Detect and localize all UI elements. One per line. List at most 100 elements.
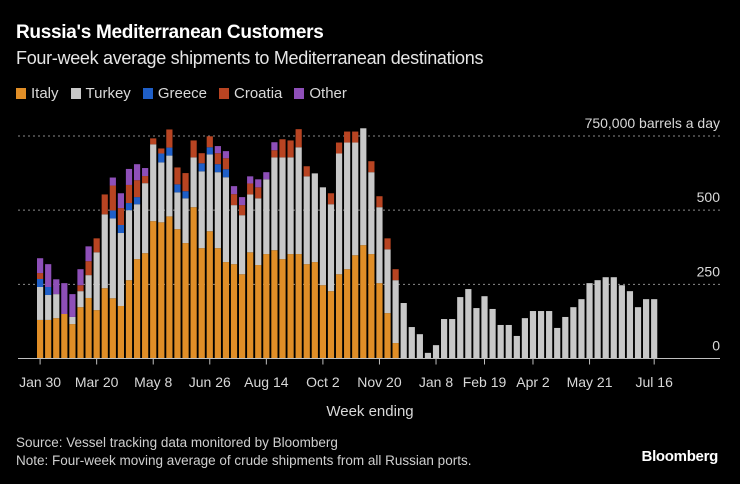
x-tick-label: May 8: [134, 374, 172, 390]
bar-segment-greece: [206, 147, 213, 155]
y-tick-label: 750,000 barrels a day: [585, 115, 720, 131]
bar-segment-turkey: [352, 142, 359, 256]
bar-segment-turkey: [360, 128, 367, 246]
bar-segment-croatia: [158, 148, 165, 154]
legend-swatch: [219, 88, 230, 99]
bar-segment-turkey: [150, 144, 157, 222]
bar-segment-italy: [247, 252, 254, 359]
bar-segment-italy: [190, 207, 197, 359]
bar-segment-turkey: [594, 280, 601, 359]
bar-segment-italy: [263, 254, 270, 359]
bar-segment-turkey: [230, 205, 238, 265]
bar-segment-italy: [360, 245, 367, 359]
bar-segment-italy: [198, 248, 205, 359]
bar-segment-croatia: [85, 261, 92, 276]
bar-segment-italy: [279, 259, 286, 359]
bar-segment-other: [61, 283, 68, 314]
bar-segment-turkey: [53, 294, 60, 319]
bar-segment-turkey: [158, 162, 165, 223]
bar-segment-turkey: [133, 204, 141, 260]
bar-segment-other: [255, 179, 262, 188]
bar-segment-other: [109, 177, 116, 186]
x-tick-label: May 21: [567, 374, 613, 390]
bar-segment-croatia: [376, 196, 383, 208]
bar-segment-italy: [125, 280, 133, 359]
bar-segment-croatia: [142, 176, 149, 184]
x-tick-label: Oct 2: [306, 374, 340, 390]
bar-segment-croatia: [239, 205, 246, 216]
bar-segment-turkey: [465, 289, 472, 359]
bar-segment-turkey: [319, 187, 326, 286]
bar-segment-turkey: [554, 327, 561, 359]
bar-segment-turkey: [279, 157, 286, 260]
bar-segment-italy: [174, 229, 181, 359]
bar-segment-turkey: [263, 179, 270, 255]
bar-segment-other: [117, 193, 124, 209]
y-tick-label: 0: [712, 338, 720, 354]
bar-segment-croatia: [174, 167, 181, 185]
bar-segment-italy: [109, 298, 116, 359]
bar-segment-croatia: [101, 194, 108, 215]
bar-segment-turkey: [255, 198, 262, 266]
bar-segment-italy: [69, 324, 76, 359]
chart-title: Russia's Mediterranean Customers: [16, 22, 324, 43]
bar-segment-turkey: [287, 157, 294, 255]
bar-segment-turkey: [610, 277, 617, 359]
bar-segment-croatia: [247, 183, 254, 195]
bar-segment-turkey: [190, 157, 197, 208]
bar-segment-croatia: [166, 129, 173, 148]
bar-segment-italy: [77, 307, 84, 359]
bar-segment-turkey: [303, 176, 310, 265]
bar-segment-italy: [142, 253, 149, 359]
bar-segment-italy: [117, 305, 124, 359]
bar-segment-italy: [352, 255, 359, 359]
bar-segment-italy: [53, 318, 60, 359]
legend: Italy Turkey Greece Croatia Other: [16, 85, 347, 102]
bar-segment-turkey: [481, 296, 488, 359]
bar-segment-turkey: [247, 194, 254, 253]
bar-segment-italy: [271, 250, 278, 359]
bar-segment-turkey: [602, 277, 609, 359]
bar-segment-turkey: [174, 192, 181, 230]
bar-segment-croatia: [344, 131, 351, 143]
bar-segment-turkey: [562, 316, 569, 359]
bar-segment-turkey: [327, 204, 335, 292]
legend-item-greece: Greece: [142, 85, 207, 102]
bar-segment-turkey: [182, 198, 189, 244]
x-tick-label: Jul 16: [636, 374, 674, 390]
x-tick-label: Feb 19: [463, 374, 507, 390]
bar-segment-other: [133, 164, 141, 181]
bar-segment-turkey: [101, 214, 108, 289]
bar-segment-croatia: [222, 158, 230, 170]
bar-segment-croatia: [133, 180, 141, 198]
bar-segment-italy: [239, 274, 246, 359]
bar-segment-turkey: [513, 335, 520, 359]
legend-item-other: Other: [294, 85, 347, 102]
bar-segment-italy: [182, 243, 189, 359]
bar-segment-croatia: [352, 131, 359, 143]
bar-segment-italy: [230, 264, 238, 359]
bar-segment-greece: [109, 210, 116, 219]
legend-item-croatia: Croatia: [219, 85, 282, 102]
bar-segment-turkey: [368, 172, 375, 255]
bar-segment-italy: [376, 283, 383, 359]
bar-segment-turkey: [424, 352, 432, 359]
bar-segment-greece: [125, 203, 133, 211]
bar-segment-other: [45, 264, 52, 288]
bar-segment-other: [37, 258, 44, 274]
bar-segment-turkey: [69, 316, 76, 325]
bar-segment-other: [263, 172, 270, 180]
bar-segment-turkey: [634, 307, 642, 359]
bar-segment-italy: [303, 264, 310, 359]
bar-segment-turkey: [85, 275, 92, 298]
bar-segment-greece: [45, 287, 52, 296]
bar-segment-croatia: [190, 140, 197, 158]
bar-segment-turkey: [618, 285, 625, 359]
bar-segment-other: [247, 176, 254, 184]
bar-segment-italy: [384, 313, 391, 359]
bar-segment-croatia: [117, 208, 124, 225]
bar-segment-italy: [85, 297, 92, 359]
bar-segment-greece: [158, 153, 165, 163]
y-tick-label: 250: [697, 263, 721, 279]
bar-segment-croatia: [230, 194, 238, 206]
